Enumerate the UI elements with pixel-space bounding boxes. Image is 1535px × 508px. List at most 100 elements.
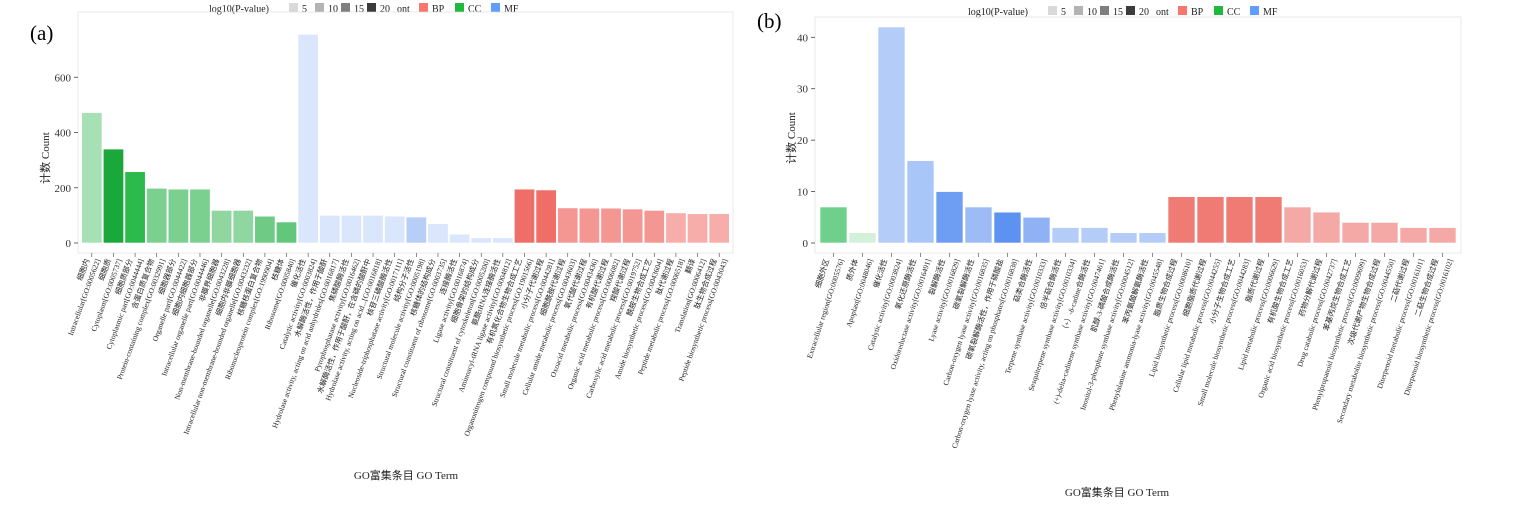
panel-b-bar-9 bbox=[1080, 227, 1109, 244]
panel-a-bar-6 bbox=[211, 210, 233, 244]
panel-a-legend: log10(P-value) 5 10 15 20 ont BP CC MF bbox=[209, 3, 519, 15]
panel-a-category-labels: 细胞内Intracellular[GO:0005622]细胞质Cytoplasm… bbox=[66, 257, 729, 438]
panel-b-letter: (b) bbox=[757, 9, 782, 33]
panel-a-y-axis-title: 计数 Count bbox=[39, 132, 52, 184]
panel-a-bar-5 bbox=[189, 188, 211, 244]
panel-b-legend-pvalue-label-2: 15 bbox=[1113, 7, 1123, 18]
panel-b-bar-20 bbox=[1399, 227, 1428, 244]
panel-a-legend-ont-title: ont bbox=[397, 4, 410, 15]
panel-b-bar-4 bbox=[935, 191, 964, 244]
panel-b-legend: log10(P-value) 5 10 15 20 ont BP CC MF bbox=[968, 6, 1278, 18]
panel-b-legend-pvalue-label-0: 5 bbox=[1061, 7, 1066, 18]
panel-b-y-tick-label-1: 10 bbox=[797, 187, 809, 199]
panel-a-legend-pvalue-label-1: 10 bbox=[328, 4, 338, 15]
panel-a-x-axis-title: GO富集条目 GO Term bbox=[354, 468, 459, 482]
panel-a-y-tick-label-2: 400 bbox=[55, 128, 72, 140]
panel-b-y-tick-label-2: 20 bbox=[797, 135, 809, 147]
panel-a-y-tick-label-0: 0 bbox=[66, 238, 72, 250]
panel-a-legend-ont-label-mf: MF bbox=[504, 4, 519, 15]
panel-b-bar-3 bbox=[906, 160, 935, 244]
panel-b-bar-10 bbox=[1109, 232, 1138, 244]
panel-b-legend-pvalue-label-1: 10 bbox=[1087, 7, 1097, 18]
panel-b-bar-8 bbox=[1051, 227, 1080, 244]
panel-a-bar-9 bbox=[276, 221, 297, 244]
panel-b-bar-7 bbox=[1022, 216, 1051, 244]
panel-b-legend-pvalue-key-0 bbox=[1048, 6, 1057, 15]
panel-a-legend-pvalue-key-3 bbox=[367, 3, 376, 12]
panel-b-legend-ont-key-bp bbox=[1178, 6, 1187, 15]
panel-a-bar-17 bbox=[449, 233, 471, 244]
panel-a-bar-0 bbox=[81, 112, 103, 244]
panel-b-legend-pvalue-label-3: 20 bbox=[1139, 7, 1149, 18]
panel-a-bar-24 bbox=[600, 207, 622, 244]
panel-b-legend-ont-label-cc: CC bbox=[1227, 7, 1241, 18]
panel-a-bar-19 bbox=[492, 237, 514, 244]
panel-a-bar-26 bbox=[643, 210, 665, 244]
panel-b-y-axis-title: 计数 Count bbox=[785, 112, 798, 164]
panel-b: (b) log10(P-value) 5 10 15 20 ont BP CC MF 计数 Co… bbox=[757, 6, 1462, 499]
panel-a-bar-23 bbox=[578, 207, 600, 244]
panel-a-bar-3 bbox=[146, 188, 168, 244]
panel-a-bar-4 bbox=[167, 188, 189, 244]
panel-a-legend-pvalue-label-0: 5 bbox=[302, 4, 307, 15]
panel-a-legend-pvalue-label-3: 20 bbox=[380, 4, 390, 15]
panel-b-bar-17 bbox=[1312, 211, 1341, 244]
panel-a-legend-ont-label-cc: CC bbox=[468, 4, 482, 15]
panel-b-legend-pvalue-key-1 bbox=[1074, 6, 1083, 15]
panel-a-y-tick-label-3: 600 bbox=[55, 72, 72, 84]
panel-a-legend-ont-key-mf bbox=[491, 3, 500, 12]
panel-a-bar-29 bbox=[708, 213, 730, 244]
panel-b-bar-14 bbox=[1225, 196, 1254, 244]
panel-b-bar-5 bbox=[964, 206, 993, 244]
panel-b-bar-19 bbox=[1370, 222, 1399, 244]
panel-a-bar-25 bbox=[622, 208, 644, 244]
panel-a-bar-10 bbox=[297, 34, 319, 244]
panel-a-bar-11 bbox=[319, 215, 341, 244]
panel-b-legend-pvalue-title: log10(P-value) bbox=[968, 7, 1028, 18]
panel-a-bar-21 bbox=[535, 189, 557, 244]
panel-b-bar-15 bbox=[1254, 196, 1283, 244]
panel-a-legend-pvalue-key-1 bbox=[315, 3, 324, 12]
panel-a: (a) log10(P-value) 5 10 15 20 ont BP CC MF 计数 Co… bbox=[30, 3, 734, 482]
panel-b-y-tick-label-4: 40 bbox=[797, 32, 809, 44]
panel-b-plot-area bbox=[814, 16, 1462, 254]
panel-a-bar-15 bbox=[405, 216, 427, 244]
panel-a-bar-12 bbox=[340, 215, 362, 244]
panel-a-bar-28 bbox=[687, 213, 709, 244]
panel-b-axes: 0 10 20 30 40 bbox=[797, 16, 1462, 257]
panel-b-legend-ont-key-cc bbox=[1214, 6, 1223, 15]
panel-a-letter: (a) bbox=[30, 21, 53, 45]
panel-b-category-label-2: 质外体 bbox=[844, 257, 861, 282]
panel-b-y-tick-label-0: 0 bbox=[803, 238, 809, 250]
panel-a-bar-8 bbox=[254, 215, 276, 244]
panel-a-bar-18 bbox=[470, 237, 492, 244]
panel-b-bar-2 bbox=[877, 26, 906, 244]
panel-a-legend-pvalue-key-0 bbox=[289, 3, 298, 12]
panel-b-bar-0 bbox=[819, 206, 848, 244]
panel-a-bar-20 bbox=[514, 188, 535, 244]
panel-a-bars bbox=[81, 34, 730, 244]
panel-b-bar-21 bbox=[1428, 227, 1457, 244]
panel-b-legend-ont-key-mf bbox=[1250, 6, 1259, 15]
panel-a-legend-ont-key-bp bbox=[419, 3, 428, 12]
panel-a-legend-pvalue-label-2: 15 bbox=[354, 4, 364, 15]
panel-a-bar-22 bbox=[557, 207, 579, 244]
panel-b-legend-ont-title: ont bbox=[1156, 7, 1169, 18]
panel-b-bar-11 bbox=[1138, 232, 1167, 244]
panel-a-bar-16 bbox=[427, 223, 449, 244]
panel-a-legend-ont-label-bp: BP bbox=[432, 4, 445, 15]
panel-a-axes: 0 200 400 600 bbox=[55, 11, 734, 257]
panel-b-bar-1 bbox=[848, 232, 877, 244]
panel-a-bar-27 bbox=[665, 212, 687, 244]
panel-b-bar-18 bbox=[1341, 222, 1370, 244]
panel-b-bar-6 bbox=[993, 211, 1022, 244]
panel-a-bar-7 bbox=[232, 210, 254, 244]
panel-b-bar-12 bbox=[1167, 196, 1196, 244]
panel-b-bar-13 bbox=[1196, 196, 1225, 244]
panel-a-legend-pvalue-key-2 bbox=[341, 3, 350, 12]
panel-b-legend-pvalue-key-2 bbox=[1100, 6, 1109, 15]
panel-a-bar-13 bbox=[362, 215, 384, 244]
panel-a-bar-2 bbox=[124, 171, 146, 244]
